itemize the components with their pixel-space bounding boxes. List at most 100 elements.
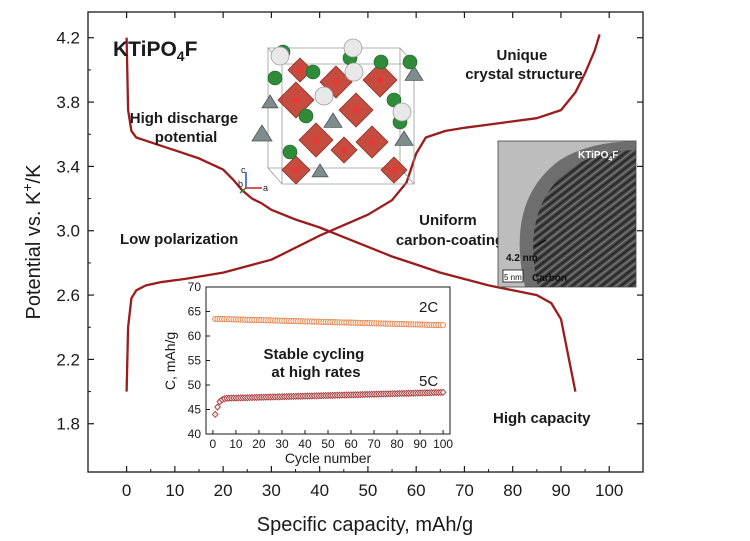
x-tick-label: 20 [214,481,233,500]
y-tick-label: 2.6 [56,286,80,305]
x-tick-label: 10 [165,481,184,500]
po4-tetrahedron [404,65,424,81]
point-5c [214,403,221,411]
tem-thickness-label: 4.2 nm [506,253,538,264]
y-axis-title-main: Potential vs. K [23,191,45,320]
tem-compound-label: KTiPO4F [578,150,618,163]
y-axis-title-end: /K [23,164,45,184]
ti-atom [332,78,340,86]
inset-x-tick-labels: 0 10 20 30 40 50 60 70 80 90 100 [210,437,454,451]
inset-axes-ticks [206,286,444,435]
x-tick-label: 70 [455,481,474,500]
inset-x-tick-label: 40 [298,437,312,451]
fluoride-atom [298,108,314,124]
main-y-tick-labels: 1.8 2.2 2.6 3.0 3.4 3.8 4.2 [56,29,80,434]
fluoride-atom [386,92,402,108]
y-tick-label: 1.8 [56,415,80,434]
potassium-atom [270,46,290,66]
tem-carbon-label: Carbon [532,273,567,284]
tem-crystal-lattice [533,150,636,287]
annotation-low-polarization: Low polarization [120,231,238,248]
unit-cell-bottom [267,167,415,185]
x-tick-label: 80 [503,481,522,500]
po4-tetrahedron [261,94,279,109]
inset-data-points [211,315,447,419]
b-axis-label: b [238,179,243,189]
y-tick-label: 2.2 [56,350,80,369]
ti-atom [368,138,376,146]
fluoride-atom [267,70,283,86]
annotation-high-capacity: High capacity [493,410,591,427]
potassium-atom [343,38,363,58]
point-5c [439,388,447,397]
x-tick-label: 0 [122,481,131,500]
compound-title-base: KTiPO [113,38,177,61]
compound-title: KTiPO4F [113,38,198,64]
ti-atom [352,106,360,114]
inset-x-tick-label: 30 [275,437,289,451]
inset-y-tick-label: 60 [188,329,202,343]
x-tick-label: 90 [551,481,570,500]
y-tick-label: 3.4 [56,157,80,176]
inset-x-axis-title: Cycle number [285,450,372,466]
inset-plot-frame [205,286,451,435]
main-x-tick-labels: 0 10 20 30 40 50 60 70 80 90 100 [122,481,624,500]
inset-y-tick-label: 45 [188,403,202,417]
ti-atom [376,76,384,84]
c-axis-label: c [241,165,246,175]
y-axis-title-sup: + [19,183,35,191]
ti-atom [296,66,304,74]
ti-atom [292,166,300,174]
annotation-unique-crystal: Unique crystal structure [465,47,583,83]
tem-thickness-marker [533,239,547,248]
inset-x-tick-label: 0 [210,437,217,451]
fluoride-atom [373,54,389,70]
discharge-curve [125,37,577,392]
compound-title-end: F [185,38,198,61]
annotation-uniform-coating: Uniform carbon-coating [396,212,504,249]
ti-atom [292,96,300,104]
charge-curve [125,34,601,392]
inset-y-tick-label: 55 [188,354,202,368]
inset-x-tick-label: 80 [390,437,404,451]
inset-x-tick-label: 90 [413,437,427,451]
y-axis-title-group: Potential vs. K+/K [19,164,45,320]
fluoride-atom [402,54,418,70]
potassium-atom [344,62,364,82]
tem-scalebar-box [502,269,524,283]
inset-x-tick-label: 60 [344,437,358,451]
y-tick-label: 4.2 [56,29,80,48]
y-tick-label: 3.0 [56,222,80,241]
inset-y-axis-title: C, mAh/g [162,332,178,390]
x-tick-label: 60 [407,481,426,500]
x-tick-label: 50 [358,481,377,500]
compound-title-sub: 4 [177,48,185,64]
a-axis-label: a [263,183,268,193]
po4-tetrahedron [251,124,273,142]
x-axis-title: Specific capacity, mAh/g [257,514,473,536]
inset-annotation: Stable cycling at high rates [263,346,368,381]
series-label-5c: 5C [419,373,438,390]
potassium-atom [314,86,334,106]
ti-atom [390,166,398,174]
po4-tetrahedron [311,163,329,178]
inset-y-tick-label: 40 [188,427,202,441]
b-axis-arrow [239,187,247,194]
potassium-atom [392,102,412,122]
tem-scalebar-label: 5 nm [504,273,522,282]
inset-y-tick-label: 70 [188,280,202,294]
inset-x-tick-label: 100 [433,437,453,451]
point-2c [440,322,447,329]
ti-atom [312,136,320,144]
y-tick-label: 3.8 [56,93,80,112]
fluoride-atom [305,64,321,80]
x-tick-label: 100 [595,481,623,500]
inset-x-tick-label: 20 [252,437,266,451]
inset-y-tick-label: 65 [188,305,202,319]
po4-tetrahedron [323,112,343,128]
inset-y-tick-labels: 40 45 50 55 60 65 70 [188,280,202,441]
ti-atom [340,146,348,154]
inset-x-tick-label: 10 [229,437,243,451]
inset-y-tick-label: 50 [188,378,202,392]
